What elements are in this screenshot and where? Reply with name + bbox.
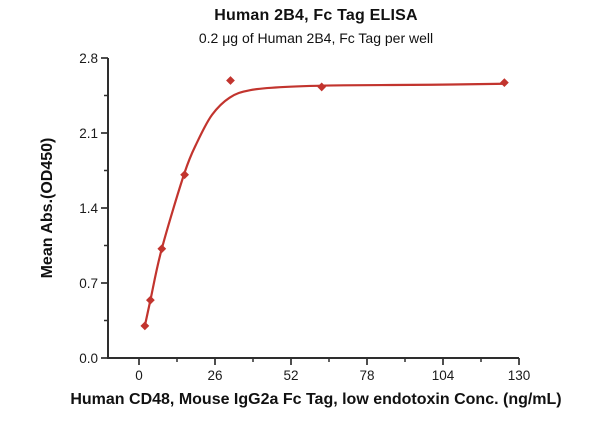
tick-labels: 0 26 52 78 104 130 0.0 0.7 1.4 2.1 2.8 (79, 51, 530, 383)
data-point-marker (317, 82, 327, 92)
fit-curve-group (143, 82, 506, 327)
chart-subtitle: 0.2 μg of Human 2B4, Fc Tag per well (198, 30, 434, 46)
data-points-group (140, 76, 509, 331)
x-tick-label: 104 (432, 368, 455, 383)
x-axis-label: Human CD48, Mouse IgG2a Fc Tag, low endo… (70, 391, 561, 408)
axis-spine (107, 58, 519, 359)
y-tick-label: 0.7 (79, 276, 98, 291)
data-point-marker (157, 244, 167, 254)
y-tick-label: 2.8 (79, 51, 98, 66)
axes (101, 57, 520, 365)
data-point-marker (226, 76, 235, 85)
x-tick-label: 78 (359, 368, 374, 383)
data-point-marker (140, 321, 150, 331)
data-point-marker (146, 295, 155, 305)
y-tick-label: 2.1 (79, 126, 98, 141)
y-axis-label: Mean Abs.(OD450) (39, 138, 56, 279)
x-tick-label: 0 (135, 368, 143, 383)
x-tick-label: 52 (283, 368, 298, 383)
y-tick-label: 0.0 (79, 351, 98, 366)
data-point-marker (499, 78, 509, 88)
x-tick-label: 26 (207, 368, 222, 383)
fit-curve (143, 82, 506, 327)
data-point-marker (180, 170, 189, 180)
x-tick-label: 130 (508, 368, 531, 383)
chart-title: Human 2B4, Fc Tag ELISA (214, 7, 418, 24)
y-tick-label: 1.4 (79, 201, 98, 216)
